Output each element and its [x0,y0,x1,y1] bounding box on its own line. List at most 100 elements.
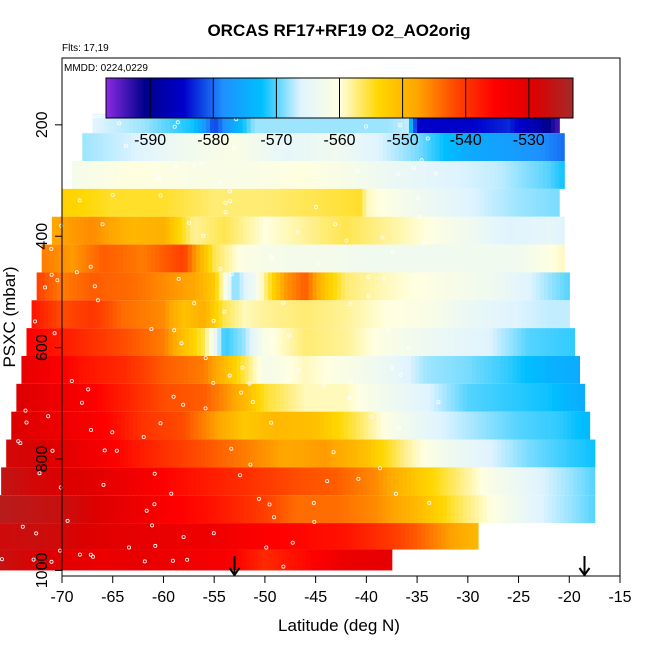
heatmap-cell [388,216,394,245]
heatmap-cell [526,411,532,440]
heatmap-cell [489,439,494,468]
heatmap-cell [23,411,29,440]
heatmap-cell [100,216,106,245]
heatmap-cell [60,383,66,412]
heatmap-cell [392,216,398,245]
heatmap-cell [147,188,152,217]
heatmap-row [31,300,570,329]
heatmap-cell [536,355,542,384]
heatmap-cell [317,188,323,217]
sample-point [203,356,208,361]
sample-point [172,328,177,333]
heatmap-cell [214,523,219,550]
heatmap-cell [544,244,550,273]
heatmap-cell [124,523,130,550]
heatmap-cell [260,133,266,162]
heatmap-cell [232,244,238,273]
heatmap-cell [136,549,141,571]
heatmap-cell [96,523,102,550]
heatmap-cell [301,133,307,162]
heatmap-cell [208,133,213,162]
heatmap-cell [498,411,503,440]
heatmap-cell [559,216,564,245]
heatmap-cell [395,439,401,468]
heatmap-cell [560,272,565,301]
heatmap-cell [339,411,345,440]
heatmap-cell [353,272,358,301]
sample-point [173,163,178,168]
heatmap-cell [100,113,106,134]
heatmap-cell [145,113,150,134]
heatmap-cell [580,383,586,412]
heatmap-cell [251,272,257,301]
heatmap-cell [411,133,416,162]
heatmap-cell [162,495,168,524]
heatmap-cell [191,188,197,217]
heatmap-cell [577,467,583,496]
heatmap-cell [141,113,146,134]
heatmap-cell [281,355,286,384]
heatmap-cell [421,161,426,189]
heatmap-cell [72,523,77,550]
heatmap-cell [423,133,428,162]
heatmap-cell [52,272,58,301]
heatmap-cell [107,549,113,571]
heatmap-cell [361,495,366,524]
heatmap-cell [428,439,433,468]
sample-point [222,309,227,314]
heatmap-cell [467,188,473,217]
heatmap-cell [206,161,211,189]
heatmap-cell [55,411,61,440]
heatmap-cell [178,383,184,412]
heatmap-cell [78,467,83,496]
heatmap-cell [469,411,475,440]
heatmap-cell [208,355,213,384]
heatmap-cell [290,549,295,571]
heatmap-cell [219,383,224,412]
heatmap-row [21,355,581,384]
heatmap-cell [309,133,315,162]
heatmap-cell [346,244,351,273]
heatmap-cell [383,328,389,356]
heatmap-cell [141,411,146,440]
heatmap-cell [504,355,509,384]
heatmap-cell [96,411,102,440]
heatmap-cell [427,188,432,217]
heatmap-cell [530,216,536,245]
heatmap-cell [110,355,116,384]
heatmap-cell [39,411,45,440]
heatmap-cell [369,495,375,524]
heatmap-cell [441,161,447,189]
heatmap-cell [163,467,169,496]
heatmap-cell [320,383,326,412]
heatmap-cell [557,133,562,162]
heatmap-cell [253,549,259,571]
sample-point [169,491,174,496]
x-tick-label: -55 [203,589,226,606]
heatmap-cell [578,439,584,468]
heatmap-cell [53,244,59,273]
heatmap-cell [579,411,585,440]
sample-point [77,198,82,203]
heatmap-cell [283,113,288,134]
heatmap-cell [520,244,526,273]
heatmap-cell [167,467,173,496]
heatmap-cell [435,188,441,217]
heatmap-cell [127,439,133,468]
heatmap-cell [258,113,264,134]
heatmap-cell [183,188,189,217]
heatmap-cell [342,467,347,496]
heatmap-cell [309,188,315,217]
heatmap-cell [189,161,195,189]
heatmap-cell [126,133,132,162]
heatmap-row [41,244,565,273]
heatmap-cell [417,411,422,440]
heatmap-cell [454,495,460,524]
heatmap-cell [15,411,20,440]
heatmap-cell [17,467,23,496]
heatmap-cell [265,328,271,356]
heatmap-cell [542,161,548,189]
heatmap-cell [518,300,524,329]
heatmap-cell [386,244,392,273]
heatmap-cell [284,383,289,412]
